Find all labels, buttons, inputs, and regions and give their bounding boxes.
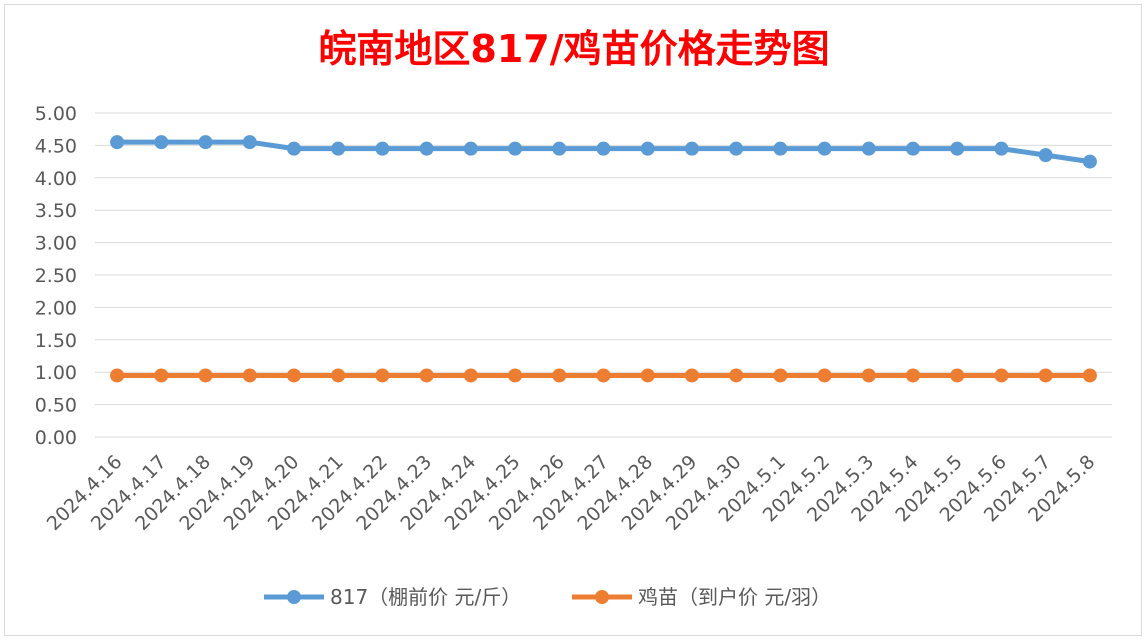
y-tick-label: 2.50 bbox=[35, 265, 77, 287]
series-2-point bbox=[375, 368, 390, 383]
series-2-point bbox=[817, 368, 832, 383]
legend-label-1: 817（棚前价 元/斤） bbox=[330, 585, 521, 609]
series-2-point bbox=[906, 368, 921, 383]
y-tick-label: 3.00 bbox=[35, 233, 77, 255]
series-2-point bbox=[596, 368, 611, 383]
series-1-point bbox=[286, 141, 301, 156]
series-2-point bbox=[994, 368, 1009, 383]
series-1-point bbox=[552, 141, 567, 156]
series-1-point bbox=[817, 141, 832, 156]
chart-title: 皖南地区817/鸡苗价格走势图 bbox=[318, 27, 830, 71]
series-2-point bbox=[773, 368, 788, 383]
series-2-point bbox=[242, 368, 257, 383]
series-1-point bbox=[906, 141, 921, 156]
y-tick-label: 4.50 bbox=[35, 135, 77, 157]
y-tick-label: 3.50 bbox=[35, 200, 77, 222]
series-1-point bbox=[1082, 154, 1097, 169]
series-1-point bbox=[463, 141, 478, 156]
series-1-point bbox=[861, 141, 876, 156]
series-1-point bbox=[684, 141, 699, 156]
series-1-point bbox=[375, 141, 390, 156]
chart-frame bbox=[4, 4, 1142, 636]
legend-label-2: 鸡苗（到户价 元/羽） bbox=[638, 585, 831, 609]
series-2-point bbox=[154, 368, 169, 383]
series-2-point bbox=[286, 368, 301, 383]
series-2-point bbox=[1082, 368, 1097, 383]
series-2-point bbox=[331, 368, 346, 383]
y-axis-ticks: 0.00 0.50 1.00 1.50 2.00 2.50 3.00 3.50 4.00 4.50… bbox=[35, 103, 77, 449]
series-1-point bbox=[1038, 148, 1053, 163]
series-1-point bbox=[596, 141, 611, 156]
series-1-point bbox=[729, 141, 744, 156]
legend-marker-2 bbox=[595, 590, 609, 604]
gridlines bbox=[95, 112, 1112, 438]
series-2-point bbox=[463, 368, 478, 383]
y-tick-label: 2.00 bbox=[35, 297, 77, 319]
series-1-point bbox=[950, 141, 965, 156]
series-1-point bbox=[154, 135, 169, 150]
legend-marker-1 bbox=[287, 590, 301, 604]
series-1-point bbox=[198, 135, 213, 150]
series-2-point bbox=[640, 368, 655, 383]
y-tick-label: 1.50 bbox=[35, 330, 77, 352]
series-2-point bbox=[950, 368, 965, 383]
series-1-point bbox=[640, 141, 655, 156]
series-2-point bbox=[110, 368, 125, 383]
y-tick-label: 1.00 bbox=[35, 362, 77, 384]
y-tick-label: 4.00 bbox=[35, 168, 77, 190]
series-2-point bbox=[1038, 368, 1053, 383]
series-2-point bbox=[729, 368, 744, 383]
series-2-point bbox=[508, 368, 523, 383]
series-2-point bbox=[419, 368, 434, 383]
x-axis-ticks: 2024.4.162024.4.172024.4.182024.4.192024… bbox=[43, 451, 1100, 535]
series-1-point bbox=[773, 141, 788, 156]
series-1-point bbox=[508, 141, 523, 156]
series-1-point bbox=[110, 135, 125, 150]
series-1-point bbox=[994, 141, 1009, 156]
series-2-point bbox=[684, 368, 699, 383]
y-tick-label: 5.00 bbox=[35, 103, 77, 125]
series-1-point bbox=[419, 141, 434, 156]
series-1-point bbox=[331, 141, 346, 156]
y-tick-label: 0.00 bbox=[35, 427, 77, 449]
series-2-point bbox=[861, 368, 876, 383]
legend: 817（棚前价 元/斤） 鸡苗（到户价 元/羽） bbox=[264, 585, 831, 609]
series-1-point bbox=[242, 135, 257, 150]
series-group bbox=[110, 135, 1097, 383]
series-2-point bbox=[198, 368, 213, 383]
y-tick-label: 0.50 bbox=[35, 395, 77, 417]
series-2-point bbox=[552, 368, 567, 383]
